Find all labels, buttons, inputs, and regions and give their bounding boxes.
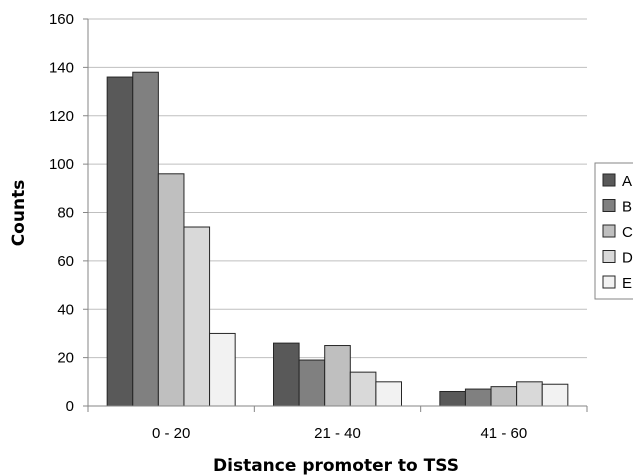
y-tick-label: 0 xyxy=(66,398,74,415)
x-tick-label: 41 - 60 xyxy=(480,425,527,442)
y-axis: 0 20 40 60 80 100 120 140 160 xyxy=(49,11,89,415)
y-tick-label: 160 xyxy=(49,11,74,28)
bar-E-0 xyxy=(209,332,236,407)
legend-swatch-D xyxy=(602,250,616,263)
bars xyxy=(106,71,569,407)
bar-C-1 xyxy=(324,345,351,407)
y-tick-label: 140 xyxy=(49,59,74,76)
bar-E-1 xyxy=(375,381,402,407)
legend-swatch-E xyxy=(602,275,616,289)
y-tick-label: 100 xyxy=(49,156,74,173)
y-tick-label: 80 xyxy=(57,205,74,222)
bar-B-0 xyxy=(132,71,159,407)
bar-D-1 xyxy=(349,371,377,407)
bar-C-0 xyxy=(157,173,185,407)
bar-B-2 xyxy=(464,388,492,407)
legend-swatch-C xyxy=(602,224,616,238)
legend-label-A: A xyxy=(622,173,632,190)
bar-E-2 xyxy=(541,383,569,407)
legend-label-E: E xyxy=(622,275,632,292)
bar-A-1 xyxy=(273,342,300,407)
y-tick-label: 20 xyxy=(57,350,74,367)
legend-swatch-A xyxy=(602,173,616,187)
bar-C-2 xyxy=(490,386,518,407)
y-tick-label: 60 xyxy=(57,253,74,270)
bar-A-2 xyxy=(439,390,466,407)
legend-label-C: C xyxy=(622,224,633,241)
x-tick-label: 0 - 20 xyxy=(152,425,190,442)
legend-label-B: B xyxy=(622,199,632,216)
x-axis-title: Distance promoter to TSS xyxy=(213,456,459,476)
x-tick-label: 21 - 40 xyxy=(314,425,361,442)
y-tick-label: 120 xyxy=(49,108,74,125)
bar-D-0 xyxy=(183,226,211,407)
y-axis-title: Counts xyxy=(9,180,29,247)
bar-B-1 xyxy=(298,359,326,407)
bar-D-2 xyxy=(516,381,543,407)
bar-A-0 xyxy=(106,76,134,407)
x-axis: 0 - 20 21 - 40 41 - 60 xyxy=(87,405,588,442)
legend-label-D: D xyxy=(622,250,633,267)
legend-swatch-B xyxy=(602,199,616,212)
y-tick-label: 40 xyxy=(57,301,74,318)
